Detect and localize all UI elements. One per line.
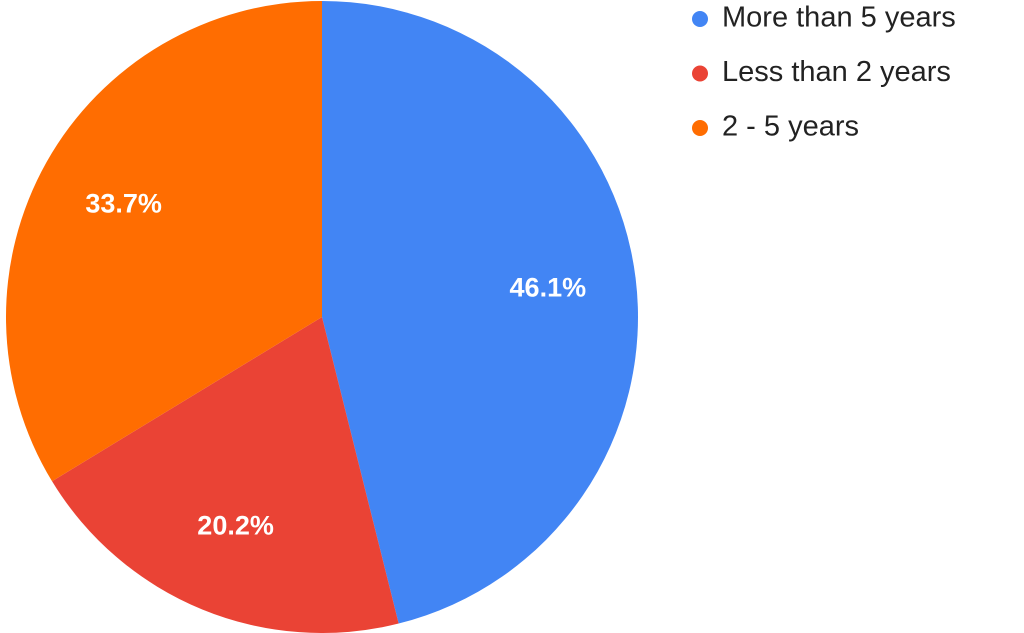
- value-label: 46.1%: [510, 272, 587, 302]
- pie-slice: [6, 1, 322, 482]
- legend-marker: [692, 11, 708, 27]
- pie-slice: [322, 1, 638, 624]
- legend-label: 2 - 5 years: [722, 111, 859, 143]
- legend-label: Less than 2 years: [722, 56, 951, 88]
- legend-marker: [692, 65, 708, 82]
- value-label: 33.7%: [85, 189, 162, 219]
- legend-label: More than 5 years: [722, 2, 956, 34]
- value-label: 20.2%: [197, 511, 274, 541]
- pie-slice: [52, 317, 399, 633]
- legend-marker: [692, 120, 708, 136]
